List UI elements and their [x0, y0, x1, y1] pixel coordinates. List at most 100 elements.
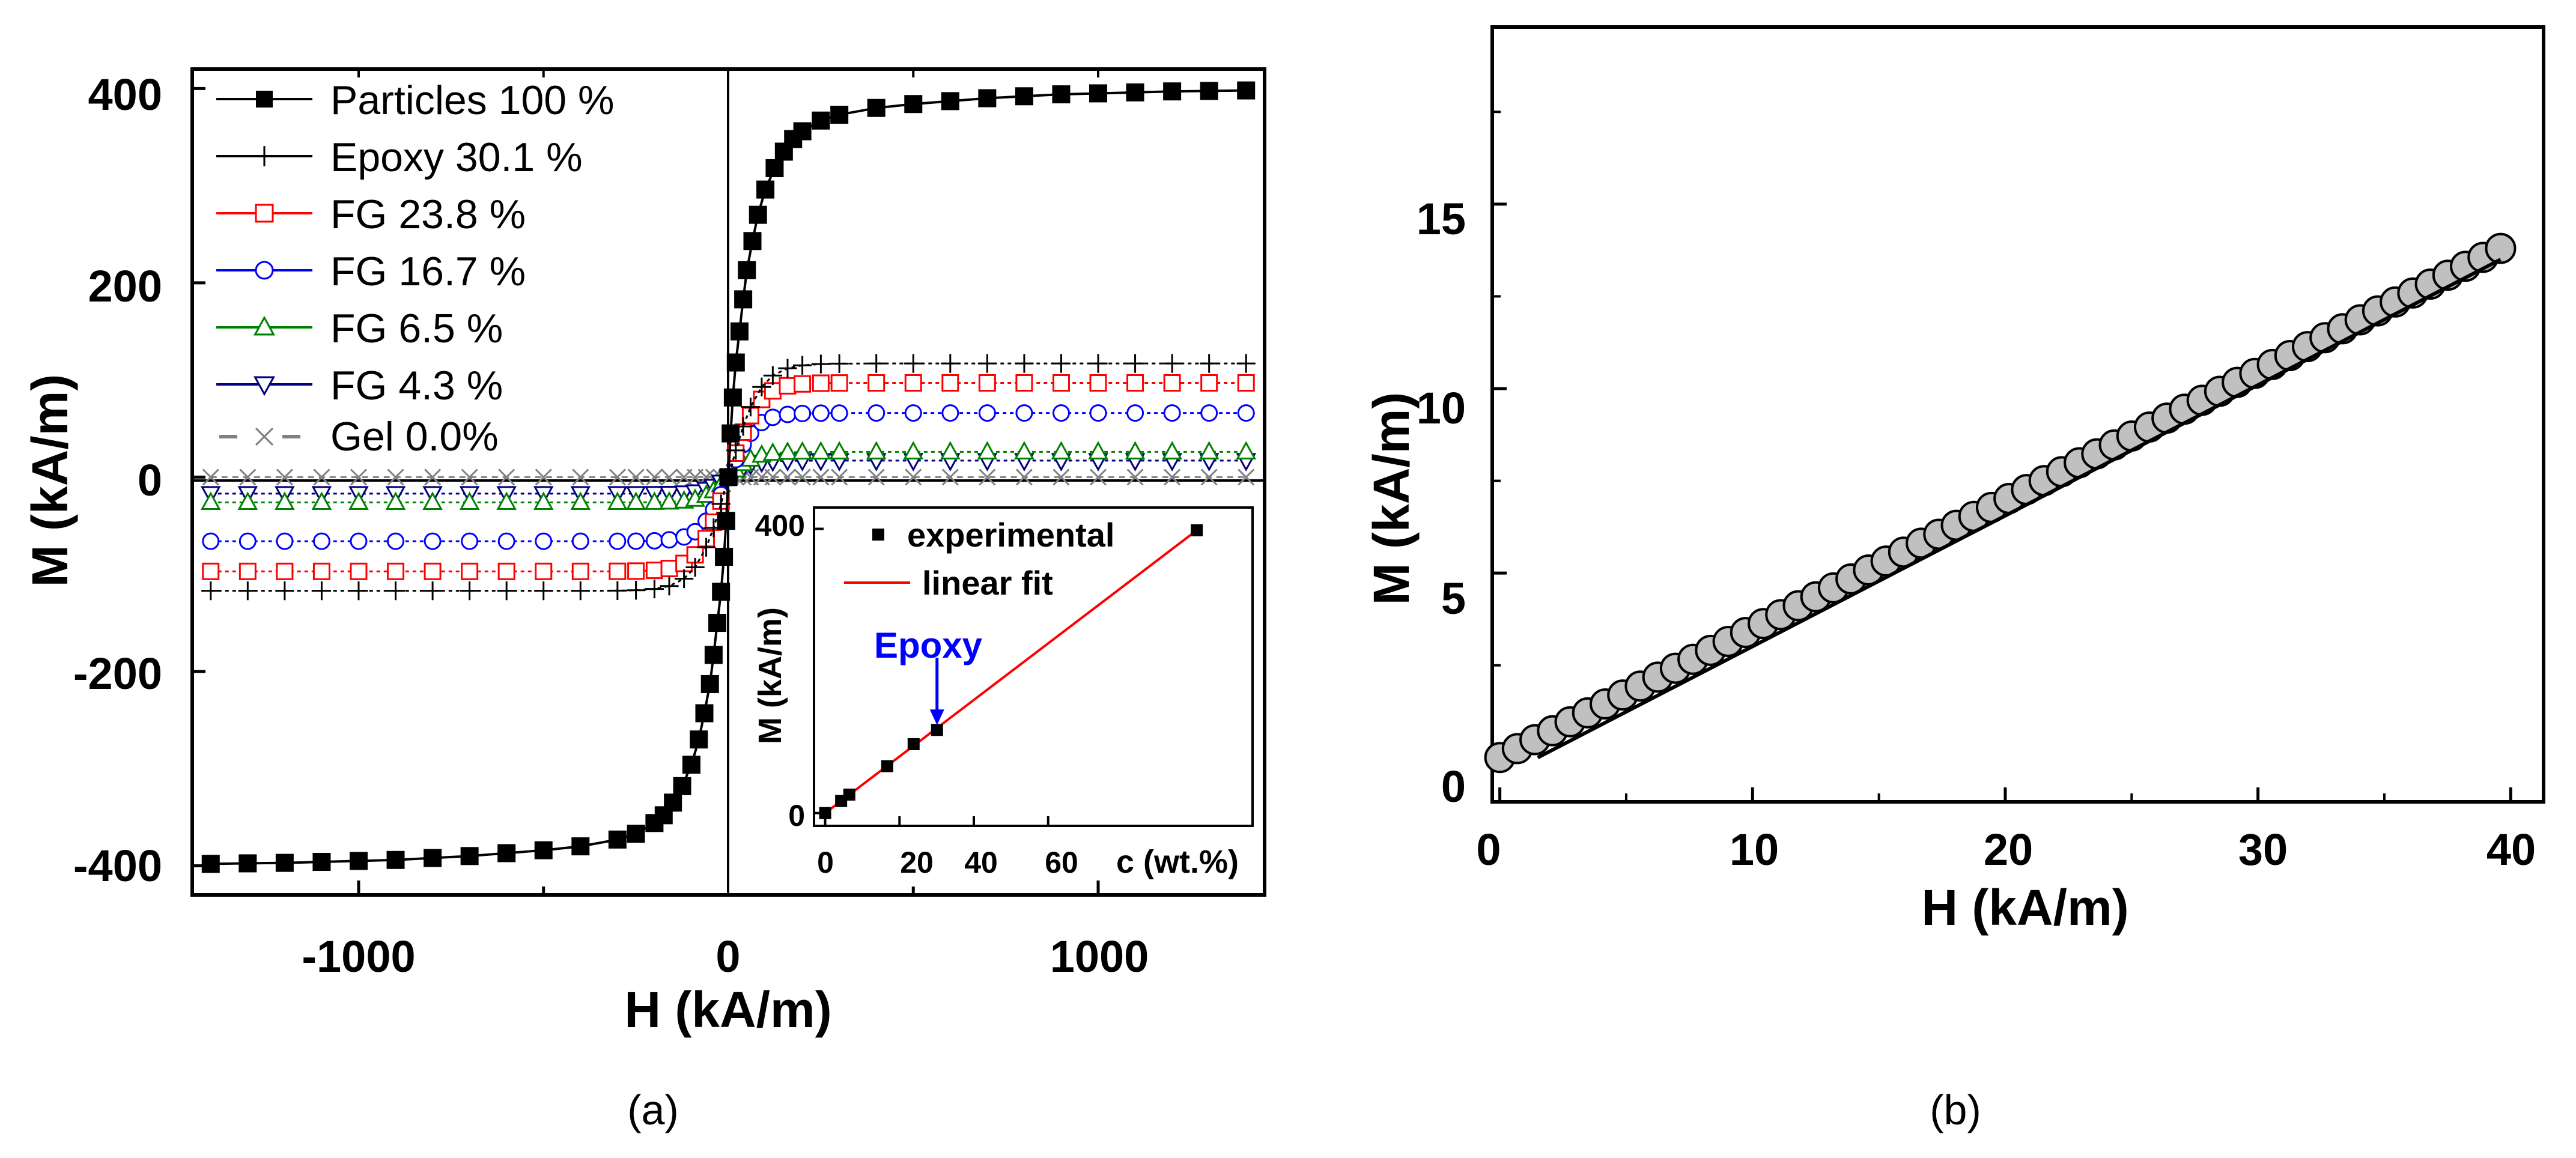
- data-point: [1051, 354, 1071, 373]
- panel-b-ytick-label-10: 10: [1417, 383, 1466, 433]
- data-point: [627, 581, 646, 600]
- data-point: [1126, 404, 1144, 422]
- data-point: [704, 646, 723, 664]
- data-point: [811, 354, 830, 374]
- data-point: [749, 205, 767, 224]
- inset-xtick-label-0: 0: [817, 846, 834, 879]
- data-point: [627, 825, 645, 843]
- data-point: [497, 581, 516, 601]
- data-point: [627, 562, 645, 580]
- data-point: [730, 322, 749, 341]
- data-point: [779, 468, 797, 486]
- data-point: [1015, 468, 1033, 486]
- data-point: [1163, 374, 1181, 392]
- data-point: [609, 532, 627, 550]
- data-point: [831, 468, 848, 486]
- data-point: [794, 375, 812, 393]
- legend-label-fg-4-3: FG 4.3 %: [330, 363, 503, 408]
- panel-a-xtick-label-neg1000: -1000: [302, 932, 415, 981]
- inset-legend-marks: [844, 529, 910, 584]
- data-point: [867, 354, 886, 373]
- data-point: [1089, 84, 1108, 103]
- data-point: [867, 374, 886, 392]
- data-point: [1163, 82, 1182, 101]
- inset-xtick-label-20: 20: [900, 846, 934, 879]
- data-point: [275, 581, 294, 601]
- data-point: [461, 468, 478, 486]
- data-point: [904, 374, 922, 392]
- panel-b-xtick-label-10: 10: [1730, 825, 1779, 875]
- data-point: [627, 468, 645, 486]
- data-point: [608, 830, 627, 849]
- panel-a-xtick-label-1000: 1000: [1050, 932, 1149, 981]
- data-point: [312, 532, 330, 550]
- panel-a-ytick-label-0: 0: [138, 455, 162, 505]
- data-point: [659, 491, 679, 510]
- panel-a-ytick-label-200: 200: [88, 261, 162, 311]
- data-point: [941, 468, 959, 486]
- data-point: [1053, 468, 1070, 486]
- data-point: [1163, 404, 1181, 422]
- data-point: [570, 491, 591, 511]
- series-epoxy-30-1-: [201, 354, 1256, 601]
- data-point: [201, 855, 220, 873]
- panel-b-xtick-label-30: 30: [2238, 825, 2288, 875]
- data-point: [905, 468, 922, 486]
- data-point: [941, 354, 960, 373]
- data-point: [1200, 468, 1218, 486]
- data-point: [764, 468, 782, 486]
- data-point: [1014, 441, 1034, 459]
- data-point: [762, 442, 783, 461]
- panel-a-ticks: [192, 69, 1100, 895]
- legend-label-fg-6-5: FG 6.5 %: [330, 306, 503, 351]
- data-point: [1237, 81, 1256, 100]
- data-point: [940, 441, 961, 459]
- data-point: [830, 374, 848, 392]
- data-point: [712, 583, 731, 601]
- data-point: [348, 491, 369, 511]
- data-point: [1164, 468, 1181, 486]
- data-point: [1088, 441, 1108, 459]
- data-point: [1052, 85, 1071, 104]
- data-point: [904, 95, 923, 114]
- data-point: [941, 374, 959, 392]
- data-point: [812, 404, 830, 422]
- legend-marker: [253, 376, 276, 396]
- data-point: [424, 562, 442, 580]
- data-point: [1051, 441, 1072, 459]
- data-point: [461, 562, 479, 580]
- data-point: [904, 354, 923, 373]
- data-point: [778, 359, 797, 378]
- data-point: [777, 441, 798, 460]
- data-point: [349, 852, 368, 870]
- data-point: [752, 377, 771, 396]
- data-point: [741, 398, 761, 417]
- data-point: [941, 92, 959, 111]
- data-point: [696, 538, 716, 557]
- legend-label-epoxy: Epoxy 30.1 %: [330, 135, 583, 180]
- data-point: [1237, 374, 1255, 392]
- data-point: [977, 441, 998, 459]
- data-point: [812, 111, 830, 130]
- data-point: [723, 388, 742, 407]
- inset-legend-label-linear-fit: linear fit: [922, 564, 1053, 602]
- data-point: [387, 532, 405, 550]
- data-point: [1052, 404, 1070, 422]
- legend-marker: [255, 204, 274, 223]
- series-line: [210, 362, 1247, 592]
- data-point: [644, 491, 665, 510]
- data-point: [201, 581, 220, 601]
- data-point: [700, 674, 719, 693]
- inset-data: [819, 524, 1203, 819]
- panel-a-series: [200, 81, 1257, 873]
- data-point: [1162, 441, 1182, 459]
- data-point: [1200, 374, 1218, 392]
- data-point: [1126, 468, 1144, 486]
- data-point: [1162, 354, 1182, 373]
- panel-a-inset: experimental linear fit Epoxy 400 0 0 20…: [751, 506, 1254, 880]
- inset-plot-frame: [813, 506, 1254, 827]
- data-point: [497, 562, 515, 580]
- data-point: [978, 374, 996, 392]
- data-point: [1200, 82, 1218, 100]
- data-point: [660, 560, 678, 578]
